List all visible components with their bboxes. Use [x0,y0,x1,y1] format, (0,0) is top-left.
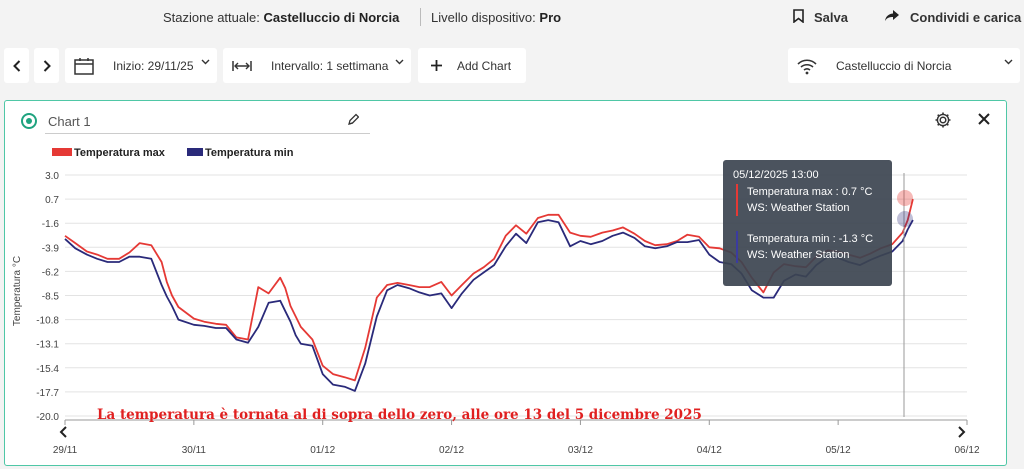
header-divider [420,8,421,26]
x-tick-label: 01/12 [310,445,335,456]
x-tick-label: 02/12 [439,445,464,456]
chevron-down-icon [201,57,210,68]
y-tick-label: -15.4 [36,364,59,375]
chart-name-underline [45,133,370,134]
plus-icon [430,59,443,72]
chart-tooltip: 05/12/2025 13:00 Temperatura max : 0.7 °… [723,160,892,286]
legend-label-max[interactable]: Temperatura max [74,147,166,159]
level-value: Pro [539,10,562,25]
chart-panel: 3.0 0.7 -1.6 -3.9 -6.2 -8.5 -10.8 -13.1 -15.4 -17… [4,100,1007,466]
chart-header: Chart 1 [5,101,1006,137]
pencil-icon[interactable] [347,112,360,131]
x-tick-label: 30/11 [182,445,207,456]
current-station: Stazione attuale: Castelluccio di Norcia [163,10,399,25]
tooltip-min-value: Temperatura min : -1.3 °C [747,233,874,245]
y-tick-label: -10.8 [36,316,59,327]
tooltip-min-source: WS: Weather Station [747,249,850,261]
y-axis-label: Temperatura °C [12,256,23,326]
x-tick-label: 03/12 [568,445,593,456]
legend-swatch-min [187,148,203,156]
interval-label: Intervallo: 1 settimana [271,58,389,73]
hover-marker-min [897,211,913,227]
x-tick-label: 29/11 [53,445,78,456]
scroll-arrows [59,426,966,438]
y-tick-label: 3.0 [45,171,59,182]
close-icon[interactable] [977,110,991,131]
device-level: Livello dispositivo: Pro [431,10,561,25]
station-value: Castelluccio di Norcia [263,10,400,25]
x-tick-label: 04/12 [697,445,722,456]
legend-swatch-max [52,148,72,156]
bookmark-icon [793,9,804,26]
chart-legend[interactable]: Temperatura max Temperatura min [52,147,294,159]
tooltip-max-source: WS: Weather Station [747,202,850,214]
save-label: Salva [814,10,848,25]
chevron-down-icon [395,57,404,68]
y-tick-label: -13.1 [36,340,59,351]
chevron-down-icon [1004,57,1013,68]
level-label: Livello dispositivo: [431,10,536,25]
chevron-left-icon[interactable] [59,426,67,438]
interval-icon [232,60,252,72]
chevron-right-icon[interactable] [958,426,966,438]
legend-label-min[interactable]: Temperatura min [205,147,294,159]
chevron-left-icon [12,59,21,72]
top-bar: Stazione attuale: Castelluccio di Norcia… [0,0,1024,35]
add-chart-button[interactable]: Add Chart [418,48,526,83]
previous-button[interactable] [4,48,29,83]
y-axis-ticks: 3.0 0.7 -1.6 -3.9 -6.2 -8.5 -10.8 -13.1 -15.4 -17… [36,171,59,423]
start-date-picker[interactable]: Inizio: 29/11/25 [65,48,217,83]
share-label: Condividi e carica [910,9,1022,25]
station-label: Stazione attuale: [163,10,260,25]
y-tick-label: -1.6 [42,219,60,230]
gear-icon[interactable] [934,111,952,134]
share-button[interactable]: Condividi e carica [884,9,1021,25]
chart-annotation: La temperatura è tornata al di sopra del… [97,407,702,423]
station-select[interactable]: Castelluccio di Norcia [788,48,1020,83]
calendar-icon [74,57,94,75]
y-tick-label: -6.2 [42,267,60,278]
y-tick-label: -20.0 [36,412,59,423]
chevron-right-icon [43,59,51,72]
next-button[interactable] [34,48,59,83]
start-date-label: Inizio: 29/11/25 [113,58,194,73]
x-axis-ticks: 29/11 30/11 01/12 02/12 03/12 04/12 05/12 06/12 [53,420,980,456]
chart-name[interactable]: Chart 1 [48,114,91,129]
chart-canvas: 3.0 0.7 -1.6 -3.9 -6.2 -8.5 -10.8 -13.1 -15.4 -17… [12,147,980,456]
tooltip-title: 05/12/2025 13:00 [733,169,819,181]
save-button[interactable]: Salva [793,9,848,26]
y-tick-label: -17.7 [36,388,59,399]
station-select-label: Castelluccio di Norcia [836,58,952,73]
chart-select-radio[interactable] [21,113,37,129]
add-chart-label: Add Chart [457,58,512,73]
y-tick-label: -3.9 [42,243,60,254]
x-tick-label: 06/12 [954,445,979,456]
tooltip-min-block: Temperatura min : -1.3 °C WS: Weather St… [736,231,873,263]
share-arrow-icon [884,9,900,25]
y-tick-label: 0.7 [45,195,59,206]
interval-select[interactable]: Intervallo: 1 settimana [223,48,411,83]
tooltip-max-value: Temperatura max : 0.7 °C [747,186,873,198]
wifi-icon [796,57,818,75]
series-line-min [64,219,914,392]
y-tick-label: -8.5 [42,292,60,303]
x-tick-label: 05/12 [826,445,851,456]
tooltip-max-block: Temperatura max : 0.7 °C WS: Weather Sta… [736,184,872,216]
hover-marker-max [897,190,913,206]
